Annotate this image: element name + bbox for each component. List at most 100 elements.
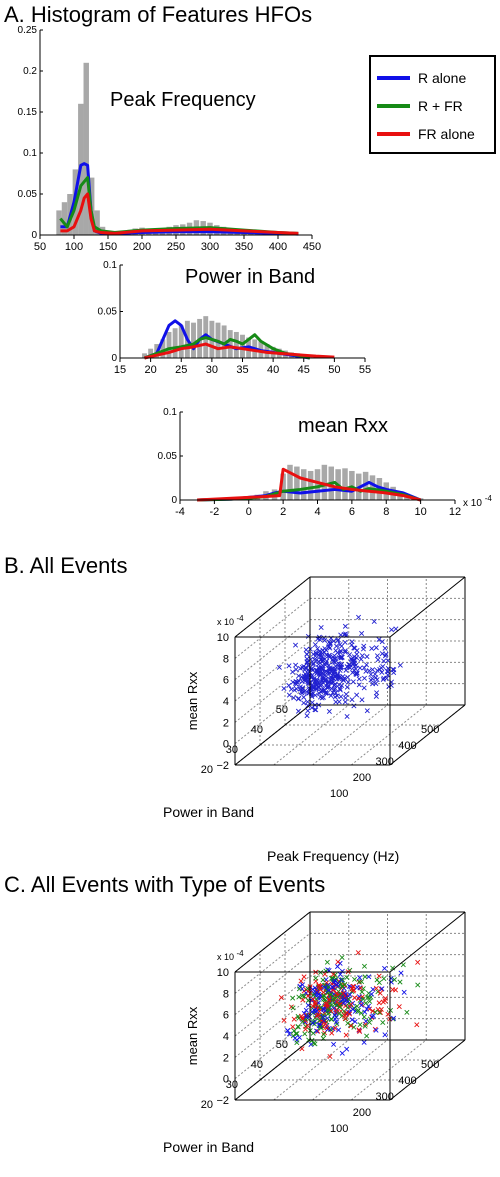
data-point: [349, 697, 355, 703]
marker-stroke: [349, 642, 355, 648]
marker-stroke: [385, 658, 391, 664]
marker-stroke: [320, 657, 326, 663]
data-point: [338, 648, 344, 654]
grid-line: [234, 597, 311, 659]
marker-stroke: [293, 666, 299, 673]
histogram-bar: [314, 469, 321, 500]
marker-stroke: [286, 663, 292, 669]
marker-stroke: [341, 631, 347, 638]
histogram-bar: [148, 348, 154, 358]
marker-stroke: [309, 705, 315, 711]
data-point: [415, 982, 421, 988]
marker-stroke: [340, 676, 346, 682]
data-point: [323, 690, 329, 696]
data-point: [292, 1035, 298, 1041]
marker-stroke: [356, 676, 362, 682]
marker-stroke: [301, 700, 307, 706]
marker-stroke: [357, 665, 363, 671]
marker-stroke: [324, 690, 330, 696]
marker-stroke: [291, 695, 297, 701]
data-point: [362, 1009, 368, 1015]
histogram-bar: [56, 210, 62, 235]
marker-stroke: [319, 678, 325, 684]
y-tick-label: 0: [31, 230, 37, 241]
data-point: [381, 976, 387, 982]
marker-stroke: [330, 659, 336, 665]
data-point: [380, 677, 386, 683]
histogram-bar: [94, 210, 100, 235]
data-point: [303, 647, 309, 653]
grid-line: [234, 683, 311, 745]
marker-stroke: [364, 708, 370, 714]
data-point: [376, 637, 382, 643]
marker-stroke: [373, 645, 379, 651]
marker-stroke: [332, 685, 338, 691]
data-point: [397, 979, 403, 985]
data-point: [343, 1032, 349, 1038]
data-point: [359, 653, 365, 659]
histogram-bar: [342, 468, 348, 500]
marker-stroke: [378, 665, 384, 671]
y-tick-label: 30: [226, 1079, 238, 1091]
data-point: [354, 651, 360, 657]
x-tick-label: 50: [34, 241, 46, 253]
data-point: [320, 685, 326, 692]
data-point: [276, 664, 282, 670]
data-point: [361, 643, 367, 649]
marker-stroke: [335, 638, 341, 644]
marker-stroke: [350, 670, 356, 676]
marker-stroke: [296, 695, 302, 701]
grid-line: [234, 619, 311, 681]
data-point: [345, 1020, 351, 1026]
marker-stroke: [344, 713, 350, 720]
marker-stroke: [325, 669, 331, 675]
marker-stroke: [343, 667, 349, 673]
data-point: [364, 654, 370, 660]
data-point: [414, 1022, 420, 1028]
marker-stroke: [351, 663, 358, 669]
y-tick-label: 0.05: [158, 451, 178, 462]
data-point: [373, 675, 379, 681]
data-point: [376, 1000, 382, 1006]
marker-stroke: [349, 697, 355, 703]
marker-stroke: [313, 707, 319, 713]
data-point: [304, 713, 310, 719]
data-point: [354, 984, 360, 990]
marker-stroke: [339, 643, 345, 649]
y-axis-label: Power in Band: [163, 1139, 254, 1155]
data-point: [357, 1022, 363, 1028]
z-scale-exponent: -4: [237, 949, 245, 958]
data-point: [361, 1014, 367, 1020]
z-tick-label: −2: [216, 1095, 229, 1107]
histogram-bar: [307, 470, 314, 500]
x-tick-label: 12: [449, 506, 461, 518]
data-point: [291, 1016, 297, 1022]
data-point: [339, 955, 345, 961]
data-point: [356, 614, 362, 620]
marker-stroke: [276, 664, 282, 670]
marker-stroke: [326, 644, 332, 650]
marker-stroke: [329, 668, 335, 674]
data-point: [301, 689, 307, 695]
marker-stroke: [345, 674, 351, 680]
data-point: [299, 674, 305, 680]
data-point: [337, 687, 343, 693]
data-point: [350, 679, 356, 685]
data-point: [332, 685, 338, 691]
marker-stroke: [319, 682, 325, 688]
data-point: [397, 662, 403, 668]
marker-stroke: [376, 637, 382, 643]
x-scale-exponent: -4: [485, 494, 493, 503]
data-point: [382, 1032, 388, 1038]
data-point: [368, 677, 374, 683]
histogram-bar: [227, 330, 233, 358]
data-point: [377, 990, 383, 996]
box-edge: [234, 1039, 311, 1101]
marker-stroke: [334, 676, 340, 682]
data-point: [341, 631, 347, 638]
data-point: [335, 959, 341, 965]
marker-stroke: [370, 681, 376, 687]
data-point: [296, 1035, 302, 1041]
data-point: [344, 713, 350, 720]
marker-stroke: [338, 665, 344, 671]
